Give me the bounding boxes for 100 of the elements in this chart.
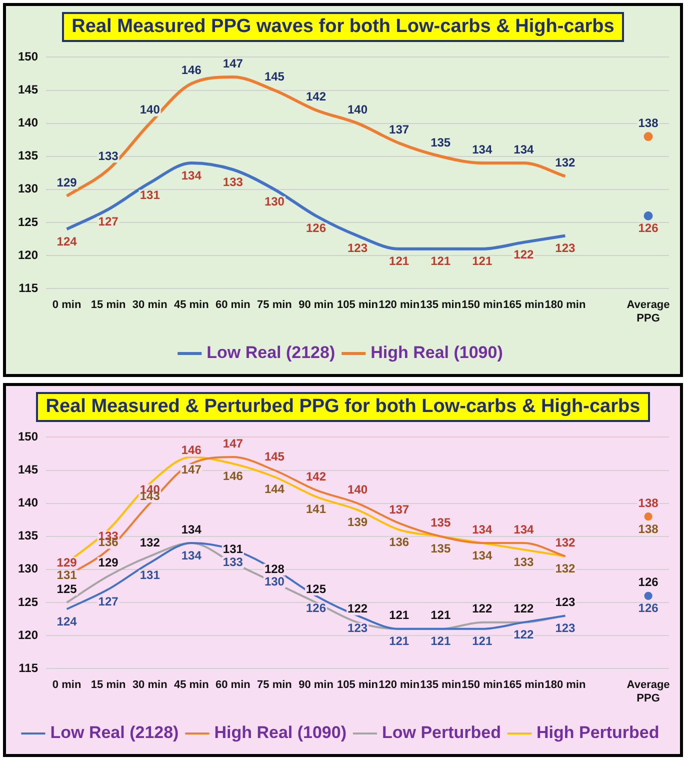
data-label: 135 [430,136,451,150]
data-label: 126 [638,575,659,590]
data-label: 134 [472,142,492,156]
x-tick-label: 90 min [298,299,334,312]
data-label: 136 [389,535,410,550]
data-label: 123 [348,621,368,636]
y-tick-label: 130 [18,182,38,196]
x-tick-label: 75 min [257,299,292,312]
data-label: 127 [98,594,119,609]
data-label: 135 [430,516,451,530]
data-label: 131 [222,542,244,556]
y-tick-label: 135 [18,528,38,543]
data-label: 129 [56,555,78,570]
data-label: 122 [348,602,368,616]
x-tick-label: 135 min [420,679,462,692]
data-label: 134 [181,548,202,562]
y-tick-label: 125 [18,214,38,229]
data-label: 140 [348,482,368,497]
data-label: 147 [222,56,244,70]
x-tick-label: 165 min [503,679,544,692]
data-label: 123 [555,595,576,610]
y-tick-label: 150 [18,50,38,64]
data-label: 133 [222,554,244,569]
x-tick-label: 180 min [544,299,586,312]
data-label: 142 [306,89,326,104]
legend-label: Low Real (2128) [206,343,336,362]
x-tick-label: 45 min [174,299,210,312]
data-label: 138 [638,522,659,536]
data-label: 133 [222,174,244,189]
data-label: 138 [638,116,659,130]
x-tick-label: 15 min [90,299,126,312]
x-tick-label: 60 min [216,679,251,692]
x-tick-label: 180 min [544,679,586,692]
y-tick-label: 140 [18,496,38,510]
x-tick-label: 15 min [90,679,126,692]
x-tick-label: 0 min [52,679,82,692]
y-tick-label: 150 [18,430,38,444]
x-tick-label: 150 min [462,299,503,312]
data-label: 121 [389,634,410,648]
x-tick-label: 105 min [337,679,378,692]
data-label: 122 [514,602,534,616]
data-label: 123 [348,241,368,256]
y-tick-label: 140 [18,116,38,130]
x-tick-label: 120 min [378,299,420,312]
data-label: 141 [306,502,326,516]
x-tick-label: 30 min [132,679,168,692]
chart-title: Real Measured PPG waves for both Low-carbs & High-carbs [62,12,624,42]
y-tick-label: 115 [18,280,38,295]
data-label: 140 [348,102,368,117]
data-label: 133 [98,148,119,163]
data-label: 147 [222,436,244,450]
data-label: 129 [56,175,78,190]
data-label: 134 [514,142,534,156]
data-label: 135 [430,542,451,556]
data-label: 121 [472,254,492,268]
data-label: 132 [555,156,576,170]
x-tick-label: 0 min [52,299,82,312]
chart-title: Real Measured & Perturbed PPG for both Low-carbs & High-carbs [36,392,650,422]
data-label: 122 [514,628,534,642]
data-label: 121 [430,634,451,648]
legend-label: Low Perturbed [382,723,501,742]
y-tick-label: 125 [18,594,38,609]
data-label: 123 [555,621,576,636]
data-label: 121 [430,254,451,268]
data-label: 133 [514,554,534,569]
legend-label: Low Real (2128) [50,723,179,742]
data-label: 146 [181,442,202,457]
data-label: 129 [98,555,119,570]
y-tick-label: 120 [18,248,38,262]
data-label: 126 [638,601,659,616]
data-label: 134 [472,522,492,536]
data-label: 145 [264,70,285,84]
data-label: 131 [140,188,160,202]
data-label: 131 [140,568,160,582]
data-label: 144 [264,482,285,496]
y-tick-label: 145 [18,462,38,477]
data-label: 130 [264,574,285,589]
data-label: 126 [306,601,326,616]
legend-label: High Perturbed [536,723,660,742]
data-label: 122 [514,248,534,262]
data-label: 137 [389,122,410,136]
data-label: 121 [472,634,492,648]
data-label: 130 [264,194,285,209]
data-label: 132 [555,562,576,576]
y-tick-label: 115 [18,660,38,675]
x-tick-label: 135 min [420,299,462,312]
y-tick-label: 130 [18,562,38,576]
data-label: 140 [140,102,160,117]
x-tick-label: 60 min [215,299,251,312]
x-tick-label: 75 min [257,679,292,692]
x-tick-label: 105 min [337,299,378,312]
data-label: 147 [181,462,202,476]
data-label: 125 [306,582,326,596]
x-tick-label: 165 min [503,299,544,312]
x-tick-label: 90 min [298,679,334,692]
x-tick-label: 120 min [378,679,420,692]
data-label: 146 [222,468,244,483]
data-label: 125 [56,582,78,596]
data-label: 128 [264,562,285,576]
data-label: 138 [638,496,659,510]
